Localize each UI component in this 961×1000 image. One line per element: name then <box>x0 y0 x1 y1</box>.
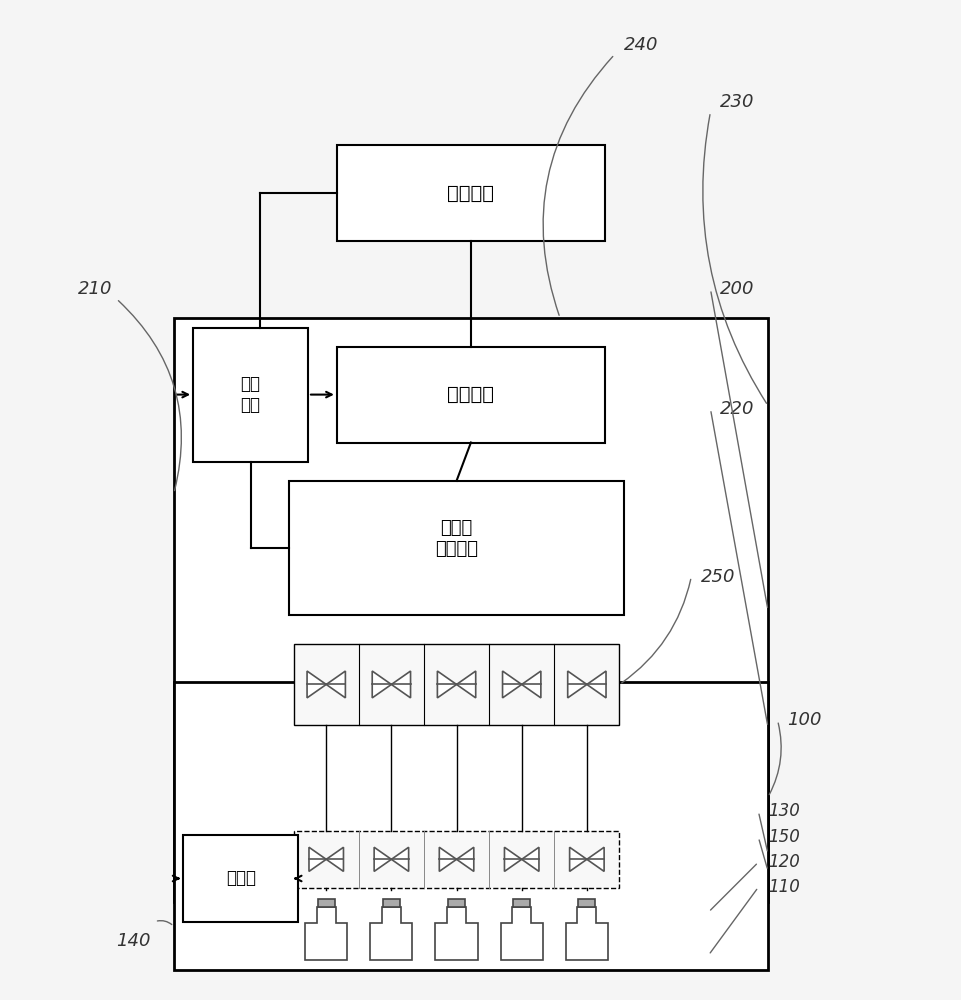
Polygon shape <box>522 847 539 871</box>
Text: 230: 230 <box>720 93 754 111</box>
Polygon shape <box>306 907 347 960</box>
Bar <box>336 145 605 241</box>
Bar <box>294 644 620 725</box>
Text: 100: 100 <box>787 711 822 729</box>
Polygon shape <box>587 847 604 871</box>
Polygon shape <box>522 671 541 698</box>
Text: 130: 130 <box>768 802 800 820</box>
Polygon shape <box>439 847 456 871</box>
Bar <box>336 347 605 443</box>
Text: 140: 140 <box>116 932 151 950</box>
Polygon shape <box>374 847 391 871</box>
Bar <box>174 682 768 970</box>
Polygon shape <box>435 907 478 960</box>
Polygon shape <box>308 671 326 698</box>
Polygon shape <box>570 847 587 871</box>
Bar <box>294 831 620 888</box>
Bar <box>317 899 334 907</box>
Polygon shape <box>505 847 522 871</box>
Bar <box>193 328 308 462</box>
Text: 110: 110 <box>768 878 800 896</box>
Polygon shape <box>456 671 476 698</box>
Bar <box>448 899 465 907</box>
Bar <box>174 318 768 902</box>
Polygon shape <box>391 671 410 698</box>
Polygon shape <box>501 907 543 960</box>
Bar <box>382 899 400 907</box>
Text: 240: 240 <box>625 36 658 54</box>
Polygon shape <box>456 847 474 871</box>
Polygon shape <box>309 847 326 871</box>
Text: 控制器: 控制器 <box>226 869 256 887</box>
Polygon shape <box>566 907 608 960</box>
Polygon shape <box>587 671 606 698</box>
Polygon shape <box>326 847 343 871</box>
Text: 150: 150 <box>768 828 800 846</box>
Polygon shape <box>503 671 522 698</box>
Text: 210: 210 <box>78 280 112 298</box>
Polygon shape <box>372 671 391 698</box>
Text: 220: 220 <box>720 400 754 418</box>
Text: 检测装置: 检测装置 <box>448 184 494 203</box>
Text: 250: 250 <box>701 568 735 586</box>
Text: 控制
单元: 控制 单元 <box>240 375 260 414</box>
Text: 反应装置: 反应装置 <box>448 385 494 404</box>
Bar <box>184 835 299 922</box>
Text: 120: 120 <box>768 853 800 871</box>
Bar <box>513 899 530 907</box>
Text: 200: 200 <box>720 280 754 298</box>
Bar <box>579 899 596 907</box>
Polygon shape <box>326 671 345 698</box>
Polygon shape <box>370 907 412 960</box>
Polygon shape <box>437 671 456 698</box>
Bar <box>289 481 625 615</box>
Polygon shape <box>568 671 587 698</box>
Polygon shape <box>391 847 408 871</box>
Text: 进排液
计量装置: 进排液 计量装置 <box>435 519 478 558</box>
